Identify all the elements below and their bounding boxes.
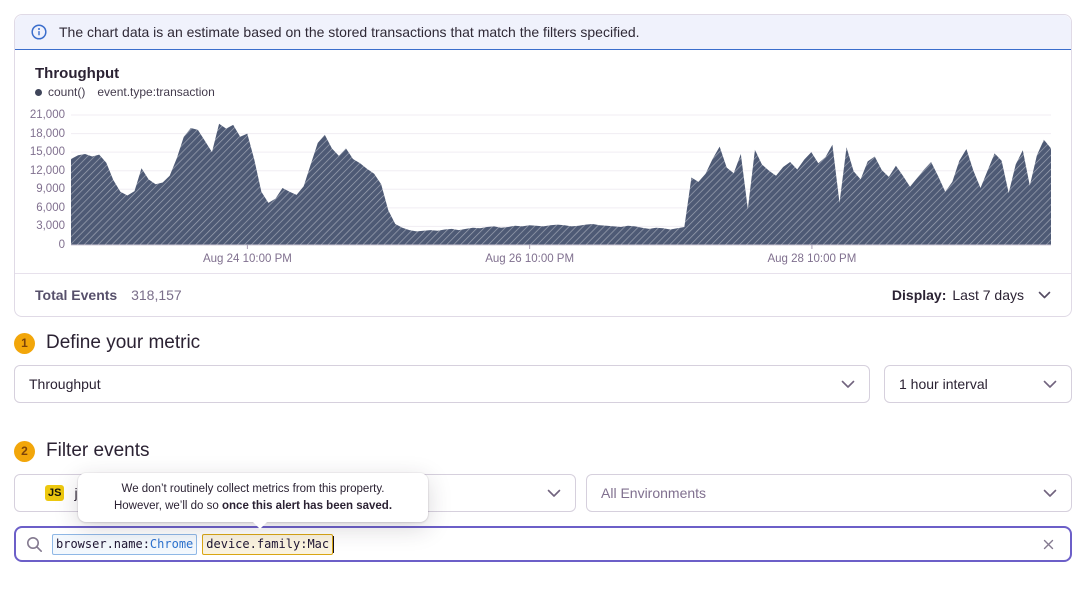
info-banner: The chart data is an estimate based on t…	[15, 15, 1071, 50]
y-axis-label: 12,000	[29, 164, 65, 177]
display-label: Display:	[891, 287, 947, 303]
project-select-value: j	[74, 485, 78, 501]
x-axis: Aug 24 10:00 PM Aug 26 10:00 PM Aug 28 1…	[71, 249, 1051, 271]
chart-card: The chart data is an estimate based on t…	[14, 14, 1072, 317]
metric-select-row: Throughput 1 hour interval	[14, 365, 1072, 403]
search-token-device-family[interactable]: device.family:Mac	[202, 533, 334, 555]
interval-select[interactable]: 1 hour interval	[884, 365, 1072, 403]
search-icon	[27, 536, 42, 552]
legend-query-label: event.type:transaction	[97, 85, 215, 99]
chevron-down-icon	[1038, 291, 1051, 299]
close-icon	[1043, 539, 1054, 549]
y-axis-label: 9,000	[36, 183, 65, 196]
y-axis-label: 6,000	[36, 201, 65, 214]
tooltip-line-1: We don’t routinely collect metrics from …	[121, 483, 385, 496]
chart-body: 0 3,000 6,000 9,000 12,000 15,000 18,000 21,000	[23, 109, 1051, 251]
chart-plot	[71, 109, 1051, 249]
total-events-value: 318,157	[131, 287, 182, 303]
x-axis-label: Aug 28 10:00 PM	[767, 253, 857, 265]
search-input[interactable]: browser.name:Chrome device.family:Mac	[14, 526, 1072, 562]
x-axis-label: Aug 24 10:00 PM	[202, 253, 292, 265]
chevron-down-icon	[547, 489, 561, 497]
section-define-metric-heading: 1 Define your metric	[14, 332, 1072, 354]
step-2-badge: 2	[14, 440, 35, 462]
chart-title: Throughput	[35, 65, 120, 82]
chevron-down-icon	[1043, 380, 1057, 388]
info-banner-text: The chart data is an estimate based on t…	[59, 24, 640, 40]
chart-card-footer: Total Events 318,157 Display: Last 7 day…	[15, 273, 1071, 316]
y-axis-label: 15,000	[29, 146, 65, 159]
search-token-browser-name[interactable]: browser.name:Chrome	[52, 533, 198, 555]
environment-select[interactable]: All Environments	[586, 474, 1072, 512]
y-axis-label: 3,000	[36, 220, 65, 233]
chevron-down-icon	[841, 380, 855, 388]
y-axis-label: 18,000	[29, 127, 65, 140]
chart-section: Throughput count() event.type:transactio…	[15, 50, 1071, 273]
y-axis: 0 3,000 6,000 9,000 12,000 15,000 18,000 21,000	[23, 109, 71, 251]
metric-select-value: Throughput	[29, 376, 101, 392]
clear-search-button[interactable]	[1039, 535, 1058, 554]
info-icon	[31, 24, 47, 40]
x-axis-label: Aug 26 10:00 PM	[485, 253, 575, 265]
metric-property-tooltip: We don’t routinely collect metrics from …	[78, 473, 428, 529]
legend-series-label: count()	[48, 85, 86, 99]
display-value: Last 7 days	[952, 287, 1024, 303]
display-period-dropdown[interactable]: Display: Last 7 days	[892, 287, 1051, 303]
environment-select-value: All Environments	[601, 485, 707, 501]
section-filter-events-heading: 2 Filter events	[14, 440, 1072, 462]
chart-legend: count() event.type:transaction	[35, 85, 1051, 99]
interval-select-value: 1 hour interval	[899, 376, 988, 392]
throughput-area-chart	[71, 114, 1051, 249]
y-axis-label: 0	[58, 239, 65, 251]
y-axis-label: 21,000	[29, 109, 65, 121]
text-cursor	[333, 535, 335, 553]
metric-select[interactable]: Throughput	[14, 365, 870, 403]
tooltip-line-2: However, we’ll do so	[113, 499, 222, 512]
section-1-title: Define your metric	[46, 332, 201, 353]
total-events-label: Total Events	[35, 287, 118, 303]
total-events: Total Events 318,157	[35, 287, 182, 303]
search-filter-row: We don’t routinely collect metrics from …	[14, 473, 1072, 562]
step-1-badge: 1	[14, 332, 35, 354]
section-2-title: Filter events	[46, 440, 150, 461]
legend-dot-icon	[35, 88, 42, 96]
tooltip-line-2-bold: once this alert has been saved.	[222, 499, 393, 512]
javascript-platform-icon: JS	[45, 485, 65, 501]
chevron-down-icon	[1043, 489, 1057, 497]
